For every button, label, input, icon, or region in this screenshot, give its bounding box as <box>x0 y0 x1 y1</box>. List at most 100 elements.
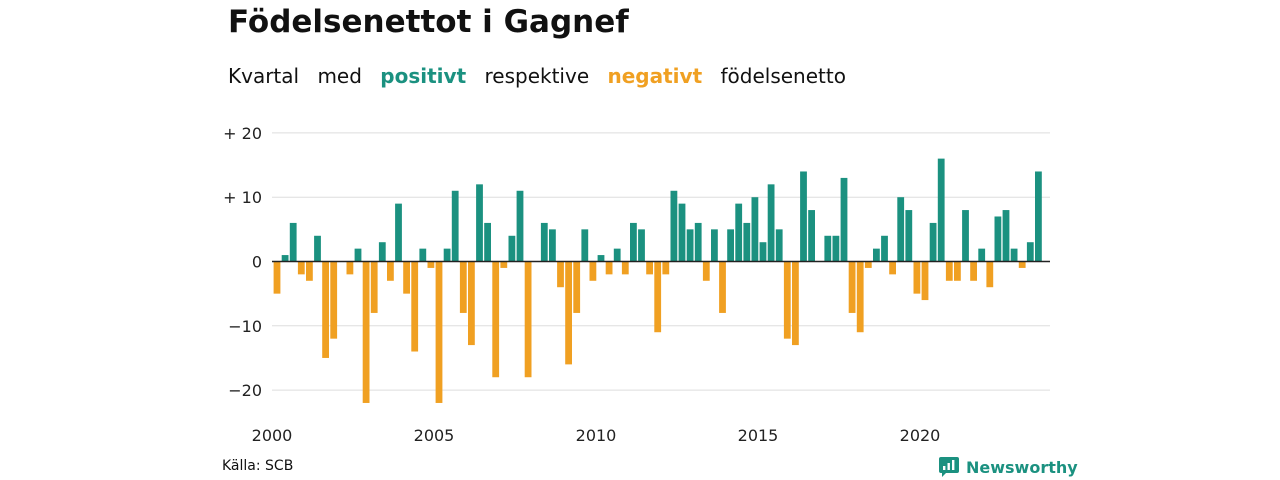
bar <box>670 190 678 262</box>
bar <box>678 203 686 262</box>
bar <box>962 210 969 262</box>
bar <box>565 261 572 365</box>
bar <box>978 248 986 262</box>
bar <box>937 158 945 262</box>
bar <box>711 229 718 262</box>
bar <box>630 222 637 262</box>
bar <box>913 261 921 294</box>
bar <box>719 261 726 313</box>
bar <box>970 261 977 281</box>
bar <box>735 203 743 262</box>
bar <box>654 261 662 333</box>
x-tick-label: 2015 <box>738 426 779 445</box>
bar <box>613 248 621 262</box>
bar <box>889 261 896 275</box>
source-note: Källa: SCB <box>222 458 294 474</box>
bar <box>800 171 807 262</box>
bar <box>459 261 467 313</box>
bar <box>662 261 670 275</box>
bar <box>492 261 500 378</box>
bar <box>1010 248 1018 262</box>
bar <box>702 261 710 281</box>
bar <box>549 229 556 262</box>
bar <box>314 235 321 262</box>
bar <box>694 222 702 262</box>
x-tick-label: 2000 <box>252 426 293 445</box>
bar <box>621 261 629 275</box>
bar <box>824 235 832 262</box>
bar <box>573 261 581 313</box>
bar <box>897 197 905 262</box>
y-tick-label: 0 <box>252 253 262 272</box>
y-tick-label: + 10 <box>223 188 262 207</box>
bar <box>322 261 329 358</box>
bar <box>986 261 994 288</box>
brand-name: Newsworthy <box>966 457 1078 477</box>
bar <box>881 235 888 262</box>
x-tick-label: 2020 <box>900 426 941 445</box>
subtitle-word: respektive <box>484 64 590 88</box>
bar <box>783 261 791 339</box>
bar <box>864 261 872 268</box>
bar <box>994 216 1002 262</box>
brand-logo[interactable]: Newsworthy <box>938 456 1078 478</box>
bar <box>354 248 362 262</box>
bar <box>395 203 402 262</box>
bar <box>840 177 848 262</box>
bar <box>524 261 532 378</box>
chart-subtitle: Kvartal med positivt respektive negativt… <box>228 64 858 88</box>
bars <box>273 158 1042 403</box>
subtitle-word: födelsenetto <box>720 64 846 88</box>
bar <box>743 222 751 262</box>
bar <box>945 261 953 281</box>
bar <box>443 248 451 262</box>
x-tick-label: 2010 <box>576 426 617 445</box>
bar <box>1002 210 1010 262</box>
bar <box>468 261 475 346</box>
bar <box>378 242 386 262</box>
bar <box>435 261 443 403</box>
bar <box>581 229 589 262</box>
bar <box>605 261 613 275</box>
bar <box>929 222 937 262</box>
bar <box>297 261 305 275</box>
y-tick-label: −20 <box>228 381 262 400</box>
bar <box>589 261 597 281</box>
bar <box>508 235 516 262</box>
bar <box>686 229 694 262</box>
bar <box>273 261 281 294</box>
bar <box>451 190 459 262</box>
chart-title: Födelsenettot i Gagnef <box>228 4 629 40</box>
bar <box>484 222 491 262</box>
bar <box>427 261 435 268</box>
bar <box>411 261 419 352</box>
bar <box>370 261 378 313</box>
bar <box>856 261 864 333</box>
bar <box>403 261 410 294</box>
bar <box>516 190 524 262</box>
bar <box>808 210 815 262</box>
subtitle-word: Kvartal <box>228 64 300 88</box>
bar <box>500 261 508 268</box>
bar <box>387 261 394 281</box>
bar <box>1026 242 1034 262</box>
subtitle-word: med <box>317 64 362 88</box>
bar <box>476 184 483 262</box>
bar <box>306 261 313 281</box>
bar <box>419 248 427 262</box>
bar <box>727 229 734 262</box>
bar <box>759 242 767 262</box>
bar <box>767 184 775 262</box>
bar <box>638 229 645 262</box>
y-tick-label: −10 <box>228 317 262 336</box>
bar <box>832 235 840 262</box>
bar <box>346 261 354 275</box>
bar <box>281 255 289 262</box>
bar <box>597 255 605 262</box>
bar <box>921 261 929 301</box>
bar <box>540 222 548 262</box>
bar <box>905 210 913 262</box>
bar <box>289 222 297 262</box>
bar <box>557 261 564 288</box>
subtitle-negative-label: negativt <box>607 64 703 88</box>
